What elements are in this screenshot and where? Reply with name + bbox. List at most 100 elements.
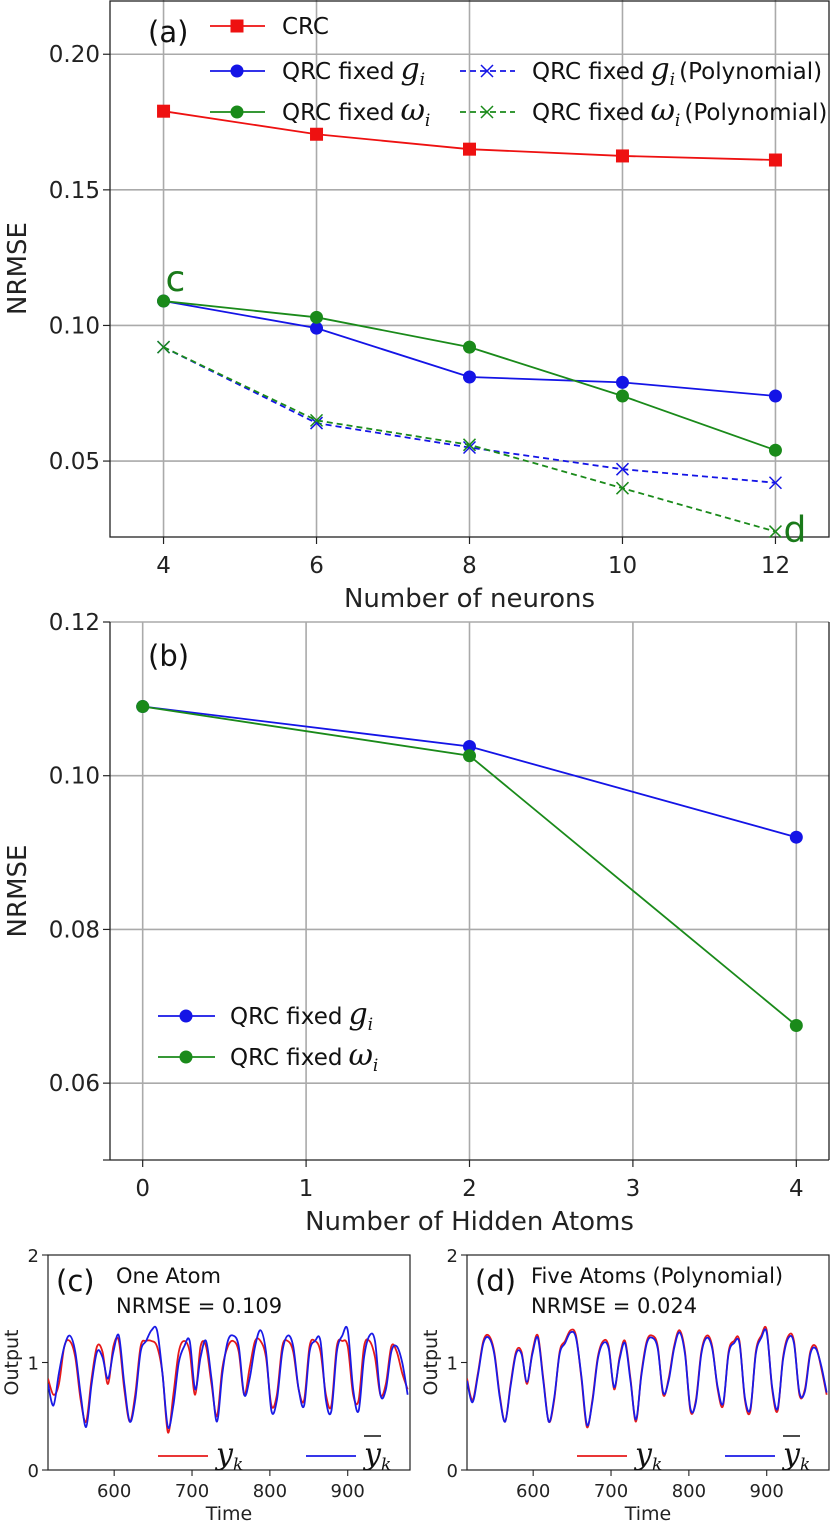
legend-label: QRC fixed ωi (Polynomial) (532, 93, 827, 131)
legend-label: QRC fixed gi (Polynomial) (532, 52, 822, 90)
x-tick-label: 10 (608, 553, 637, 579)
data-point (157, 294, 171, 308)
data-point (463, 370, 476, 384)
x-tick-label: 4 (156, 553, 171, 579)
x-tick-label: 600 (516, 1481, 550, 1502)
series-line-prediction (467, 1328, 828, 1427)
y-axis-label: NRMSE (3, 222, 33, 315)
series-4 (157, 340, 782, 539)
annotation-line1: One Atom (116, 1264, 221, 1288)
legend-subscript: k (800, 1455, 810, 1475)
legend-name: CRC (282, 14, 329, 40)
y-tick-label: 0.12 (49, 610, 100, 636)
legend-suffix: (Polynomial) (679, 59, 822, 85)
legend-marker (230, 19, 244, 33)
legend-subscript: k (652, 1455, 662, 1475)
y-tick-label: 0.05 (49, 449, 100, 475)
x-tick-label: 8 (462, 553, 477, 579)
panel-c: 600 700 800 900 0 1 2 Time Output (c) One Atom NRMS… (1, 1246, 411, 1525)
y-axis-label: Output (420, 1330, 442, 1396)
y-tick-label: 0 (447, 1461, 458, 1482)
y-tick-label: 0.08 (49, 917, 100, 943)
y-axis-label: NRMSE (3, 845, 33, 938)
y-tick-label: 0.10 (49, 764, 100, 790)
legend-marker (179, 1009, 193, 1023)
x-tick-label: 2 (462, 1176, 477, 1202)
legend-symbol: y (214, 1437, 234, 1472)
annotation-line2: NRMSE = 0.109 (116, 1294, 282, 1318)
legend-name: QRC fixed (282, 100, 394, 126)
data-point (310, 310, 324, 324)
legend: yk yk (158, 1435, 391, 1475)
legend-symbol: g (400, 52, 419, 87)
data-point (615, 149, 629, 163)
legend-subscript: i (420, 70, 425, 90)
data-point (157, 104, 171, 118)
y-tick-label: 0.15 (49, 178, 100, 204)
legend: yk yk (577, 1435, 810, 1475)
data-point (136, 700, 150, 714)
x-axis-label: Time (624, 1503, 672, 1525)
data-point (463, 740, 476, 754)
data-point (789, 1019, 803, 1032)
x-tick-label: 800 (672, 1481, 706, 1502)
x-tick-label: 4 (789, 1176, 804, 1202)
legend-symbol: y (633, 1437, 653, 1472)
panel-b: 0 1 2 3 4 0.06 0.08 0.10 0.12 Number of Hidden At… (3, 610, 830, 1237)
annotation-line1: Five Atoms (Polynomial) (531, 1264, 783, 1288)
data-point (768, 443, 782, 457)
legend-marker (230, 105, 244, 119)
legend-symbol: ω (400, 93, 424, 128)
data-point (768, 525, 782, 539)
x-tick-label: 600 (97, 1481, 131, 1502)
legend-subscript: k (381, 1455, 391, 1475)
series-0 (157, 104, 782, 167)
x-tick-label: 900 (750, 1481, 784, 1502)
legend-symbol: ω (348, 1038, 372, 1073)
panel-a: 4 6 8 10 12 0.05 0.10 0.15 0.20 Number of neurons… (3, 0, 830, 614)
legend-symbol: g (348, 997, 367, 1032)
legend-name: QRC fixed (230, 1045, 342, 1071)
legend-subscript: i (675, 111, 680, 131)
legend-label: QRC fixed gi (230, 997, 373, 1035)
legend-name: QRC fixed (230, 1004, 342, 1030)
x-axis-label: Time (205, 1503, 253, 1525)
data-point (463, 142, 476, 156)
legend-label: yk (214, 1437, 243, 1475)
panel-label: (a) (148, 15, 188, 49)
data-point (309, 413, 324, 427)
legend-subscript: i (368, 1015, 373, 1035)
legend-label: yk (781, 1437, 810, 1475)
legend-label: QRC fixed ωi (282, 93, 430, 131)
y-tick-label: 0 (28, 1461, 39, 1482)
annotation-line2: NRMSE = 0.024 (531, 1294, 697, 1318)
data-point (310, 127, 324, 141)
x-tick-label: 900 (331, 1481, 365, 1502)
panel-d: 600 700 800 900 0 1 2 Time Output (d) Five Atoms (… (420, 1246, 830, 1525)
legend-subscript: i (670, 70, 675, 90)
annotation-c: c (166, 259, 186, 300)
legend-marker (179, 1050, 193, 1064)
y-tick-label: 0.10 (49, 313, 100, 339)
x-tick-label: 3 (626, 1176, 641, 1202)
series-3 (157, 294, 782, 457)
panel-label: (d) (475, 1264, 516, 1298)
annotation-d: d (783, 510, 806, 551)
legend-symbol: g (650, 52, 669, 87)
legend-subscript: i (425, 111, 430, 131)
legend-label: CRC (282, 14, 329, 40)
legend-marker (480, 105, 494, 119)
legend-marker (480, 64, 494, 78)
x-tick-label: 800 (253, 1481, 287, 1502)
x-axis-label: Number of neurons (344, 584, 595, 614)
legend-marker (230, 64, 244, 78)
data-point (768, 476, 782, 490)
data-point (615, 462, 630, 476)
data-point (615, 389, 629, 403)
panel-label: (b) (148, 639, 189, 673)
x-tick-label: 700 (594, 1481, 628, 1502)
x-tick-label: 6 (309, 553, 324, 579)
